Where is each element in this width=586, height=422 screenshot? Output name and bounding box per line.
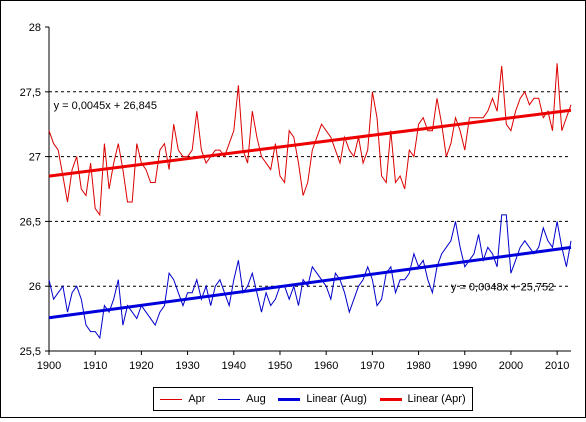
x-tick-label-4: 1940 — [222, 360, 246, 372]
legend-swatch-linear-apr — [379, 397, 402, 401]
y-tick-label-3: 27 — [29, 152, 41, 164]
x-tick-label-6: 1960 — [314, 360, 338, 372]
x-tick-label-10: 2000 — [499, 360, 523, 372]
x-tick-label-2: 1920 — [129, 360, 153, 372]
trendline-linear-apr — [48, 108, 572, 178]
legend-label-apr: Apr — [188, 393, 206, 405]
series-line-apr — [48, 63, 572, 217]
y-tick-label-1: 26 — [29, 281, 41, 293]
y-tick-label-2: 26,5 — [20, 216, 41, 228]
y-tick-label-4: 27,5 — [20, 87, 41, 99]
trend-equation-1: y = 0,0048x + 25,752 — [451, 282, 554, 294]
x-tick-label-9: 1990 — [453, 360, 477, 372]
legend-swatch-apr — [160, 398, 183, 400]
legend-item-aug: Aug — [218, 393, 266, 405]
y-tick-label-5: 28 — [29, 22, 41, 34]
legend-item-linear-apr: Linear (Apr) — [379, 393, 466, 405]
trendline-linear-aug — [48, 245, 572, 320]
chart-legend: Apr Aug Linear (Aug) Linear (Apr) — [153, 387, 473, 411]
x-tick-label-8: 1980 — [406, 360, 430, 372]
x-tick-label-5: 1950 — [268, 360, 292, 372]
trend-equation-0: y = 0,0045x + 26,845 — [54, 100, 157, 112]
legend-swatch-aug — [218, 398, 241, 400]
legend-item-linear-aug: Linear (Aug) — [278, 393, 367, 405]
legend-item-apr: Apr — [160, 393, 205, 405]
legend-swatch-linear-aug — [278, 397, 301, 401]
series-line-aug — [48, 214, 572, 340]
y-tick-label-0: 25,5 — [20, 346, 41, 358]
x-tick-label-11: 2010 — [545, 360, 569, 372]
x-tick-label-3: 1930 — [175, 360, 199, 372]
legend-label-aug: Aug — [246, 393, 266, 405]
x-tick-label-1: 1910 — [83, 360, 107, 372]
legend-label-linear-aug: Linear (Aug) — [306, 393, 367, 405]
legend-label-linear-apr: Linear (Apr) — [407, 393, 466, 405]
x-tick-label-7: 1970 — [360, 360, 384, 372]
x-tick-label-0: 1900 — [37, 360, 61, 372]
